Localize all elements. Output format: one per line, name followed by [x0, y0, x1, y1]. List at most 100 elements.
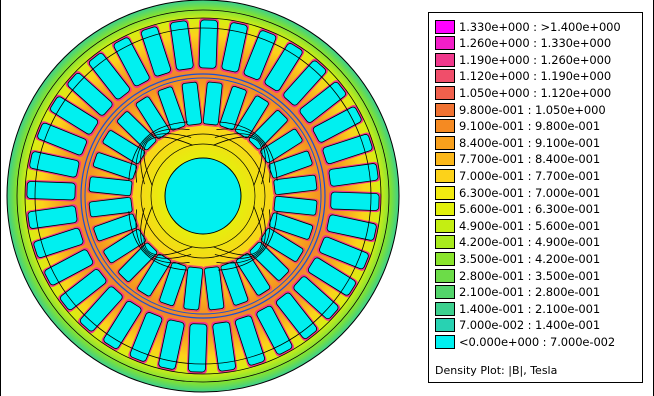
legend-row: <0.000e+000 : 7.000e-002: [435, 334, 615, 349]
stator-slot: [297, 80, 348, 125]
legend-swatch: [435, 152, 455, 167]
legend-label: 9.100e-001 : 9.800e-001: [459, 119, 601, 134]
stator-slot: [65, 71, 115, 118]
legend-swatch: [435, 202, 455, 217]
rotor-shaft: [164, 157, 242, 235]
stator-slot: [101, 299, 144, 351]
rotor-bar: [202, 264, 226, 312]
legend-swatch: [435, 301, 455, 316]
stator-slot: [78, 284, 125, 334]
legend-label: 6.300e-001 : 7.000e-001: [459, 185, 601, 200]
legend-label: 2.100e-001 : 2.800e-001: [459, 285, 601, 300]
legend-label: 1.190e+000 : 1.260e+000: [459, 52, 612, 67]
rotor-bar: [201, 79, 224, 128]
legend-row: 6.300e-001 : 7.000e-001: [435, 185, 600, 200]
stator-slot: [220, 20, 250, 75]
rotor-bar: [156, 84, 188, 133]
legend-row: 1.330e+000 : >1.400e+000: [435, 19, 621, 34]
rotor-bar: [182, 264, 205, 313]
legend-row: 7.000e-001 : 7.700e-001: [435, 168, 600, 183]
rotor-bars: [86, 79, 320, 313]
legend-row: 1.190e+000 : 1.260e+000: [435, 52, 611, 67]
flux-lobe: [213, 121, 278, 186]
density-legend: 1.330e+000 : >1.400e+000 1.260e+000 : 1.3…: [428, 12, 643, 383]
legend-row: 2.100e-001 : 2.800e-001: [435, 285, 600, 300]
stator-slot: [156, 317, 186, 372]
legend-swatch: [435, 19, 455, 34]
stator-slot: [186, 321, 209, 375]
flux-lobe: [128, 121, 193, 186]
legend-label: 2.800e-001 : 3.500e-001: [459, 268, 601, 283]
legend-row: 1.120e+000 : 1.190e+000: [435, 69, 611, 84]
legend-label: 7.000e-001 : 7.700e-001: [459, 168, 601, 183]
legend-label: <0.000e+000 : 7.000e-002: [459, 334, 616, 349]
rotor-bar: [271, 173, 319, 197]
legend-label: 4.900e-001 : 5.600e-001: [459, 218, 601, 233]
legend-row: 7.700e-001 : 8.400e-001: [435, 152, 600, 167]
flux-lobe: [128, 206, 193, 271]
legend-label: 4.200e-001 : 4.900e-001: [459, 235, 601, 250]
stator-slot: [324, 213, 379, 243]
legend-label: 8.400e-001 : 9.100e-001: [459, 135, 601, 150]
stator-slot: [58, 267, 109, 312]
rotor-bar: [157, 260, 189, 308]
stator-slot: [197, 17, 220, 71]
legend-label: 1.050e+000 : 1.120e+000: [459, 85, 612, 100]
rotor-bar: [266, 149, 315, 181]
stator-slot: [326, 161, 381, 188]
legend-row: 5.600e-001 : 6.300e-001: [435, 202, 600, 217]
rotor-bar: [180, 80, 204, 128]
stator-slot: [168, 18, 195, 73]
stator-slot: [328, 190, 382, 213]
rotor-bar: [86, 175, 135, 198]
rotor-bar: [91, 211, 140, 243]
legend-swatch: [435, 52, 455, 67]
legend-swatch: [435, 218, 455, 233]
legend-swatch: [435, 251, 455, 266]
stator-slot: [274, 290, 319, 341]
legend-row: 4.900e-001 : 5.600e-001: [435, 218, 600, 233]
legend-label: 1.260e+000 : 1.330e+000: [459, 36, 612, 51]
stator-slot: [48, 94, 100, 137]
legend-row: 1.260e+000 : 1.330e+000: [435, 36, 611, 51]
stator-slot: [25, 204, 80, 231]
stator-slot: [281, 58, 328, 108]
stator-slot: [320, 132, 375, 166]
motor-cross-section: [6, 0, 400, 393]
flux-lines: [16, 9, 390, 383]
rotor-bar: [267, 210, 315, 242]
legend-row: 2.800e-001 : 3.500e-001: [435, 268, 600, 283]
rotor-bar: [218, 259, 250, 308]
stator-slot: [291, 274, 341, 321]
stator-slot: [262, 41, 305, 93]
legend-label: 1.120e+000 : 1.190e+000: [459, 69, 612, 84]
legend-swatch: [435, 85, 455, 100]
legend-swatch: [435, 36, 455, 51]
legend-row: 9.100e-001 : 9.800e-001: [435, 119, 600, 134]
stator-slot: [233, 313, 267, 368]
legend-swatch: [435, 318, 455, 333]
legend-swatch: [435, 168, 455, 183]
legend-row: 1.050e+000 : 1.120e+000: [435, 85, 611, 100]
rotor-bar: [91, 150, 139, 182]
legend-row: 4.200e-001 : 4.900e-001: [435, 235, 600, 250]
legend-swatch: [435, 102, 455, 117]
legend-swatch: [435, 185, 455, 200]
legend-row: 7.000e-002 : 1.400e-001: [435, 318, 600, 333]
legend-swatch: [435, 285, 455, 300]
legend-row: 1.400e-001 : 2.100e-001: [435, 301, 600, 316]
legend-label: 3.500e-001 : 4.200e-001: [459, 251, 601, 266]
legend-label: 9.800e-001 : 1.050e+000: [459, 102, 606, 117]
legend-swatch: [435, 119, 455, 134]
rotor-bar: [87, 195, 135, 219]
stator-slot: [211, 319, 238, 374]
legend-label: 1.330e+000 : >1.400e+000: [459, 19, 621, 34]
stator-slot: [306, 255, 358, 298]
stator-slot: [31, 226, 86, 260]
legend-swatch: [435, 268, 455, 283]
legend-label: 1.400e-001 : 2.100e-001: [459, 301, 601, 316]
stator-slot: [87, 51, 132, 102]
stator-slot: [24, 179, 78, 202]
legend-swatch: [435, 135, 455, 150]
